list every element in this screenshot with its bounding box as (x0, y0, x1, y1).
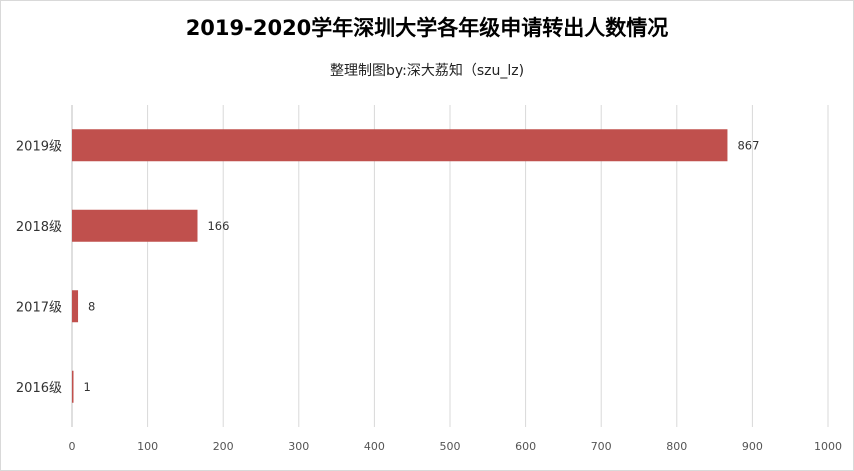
x-tick-label: 300 (288, 440, 309, 453)
bars (72, 129, 728, 403)
x-tick-label: 600 (515, 440, 536, 453)
bar-3 (72, 370, 74, 403)
x-tick-label: 900 (742, 440, 763, 453)
x-tick-label: 200 (213, 440, 234, 453)
chart-title: 2019-2020学年深圳大学各年级申请转出人数情况 (185, 16, 669, 40)
x-tick-label: 700 (591, 440, 612, 453)
x-tick-label: 400 (364, 440, 385, 453)
data-label: 1 (84, 380, 91, 394)
bar-0 (72, 129, 728, 162)
bar-2 (72, 290, 79, 323)
data-label: 8 (88, 299, 95, 313)
category-label: 2017级 (16, 300, 62, 315)
data-label: 867 (737, 138, 759, 152)
category-label: 2016级 (16, 381, 62, 396)
data-label: 166 (207, 219, 229, 233)
x-tick-label: 500 (440, 440, 461, 453)
chart-subtitle: 整理制图by:深大荔知（szu_lz) (329, 63, 525, 79)
x-tick-label: 1000 (814, 440, 842, 453)
category-label: 2019级 (16, 139, 62, 154)
labels: 0 100 200 300 400 500 600 700 800 900 1000 2019级 867… (16, 138, 842, 453)
x-tick-label: 100 (137, 440, 158, 453)
category-label: 2018级 (16, 220, 62, 235)
bar-1 (72, 209, 198, 242)
x-tick-label: 800 (666, 440, 687, 453)
x-tick-label: 0 (69, 440, 76, 453)
